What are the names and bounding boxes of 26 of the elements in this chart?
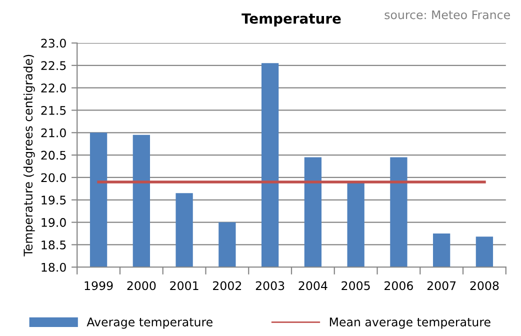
legend-label: Mean average temperature (330, 318, 490, 329)
y-tick-label: 23.0 (41, 38, 66, 48)
y-tick-label: 22.0 (41, 84, 66, 92)
x-tick-label: 2000 (127, 281, 156, 290)
y-axis-title: Temperature (degrees centigrade) (23, 54, 35, 256)
x-tick-label: 2003 (256, 281, 284, 290)
y-tick-label: 19.0 (42, 218, 66, 227)
y-tick-label: 20.5 (41, 150, 66, 160)
legend-label: Average temperature (86, 318, 212, 329)
source-note: source: Meteo France (384, 10, 510, 20)
y-tick-label: 22.5 (41, 61, 66, 70)
x-tick-label: 2004 (298, 281, 328, 290)
y-tick-label: 19.5 (42, 196, 66, 205)
x-tick-label: 2002 (213, 281, 242, 290)
chart-title: Temperature (242, 13, 341, 26)
x-tick-label: 2005 (342, 281, 370, 290)
x-tick-label: 1999 (84, 281, 113, 290)
x-tick-label: 2007 (427, 281, 456, 290)
x-tick-label: 2006 (384, 281, 413, 290)
y-tick-label: 21.5 (41, 106, 66, 115)
y-tick-label: 21.0 (41, 128, 66, 138)
y-tick-label: 18.5 (42, 240, 66, 250)
y-tick-label: 20.0 (41, 173, 66, 182)
y-tick-label: 18.0 (42, 262, 66, 272)
x-tick-label: 2001 (170, 281, 198, 290)
x-tick-label: 2008 (470, 281, 499, 290)
